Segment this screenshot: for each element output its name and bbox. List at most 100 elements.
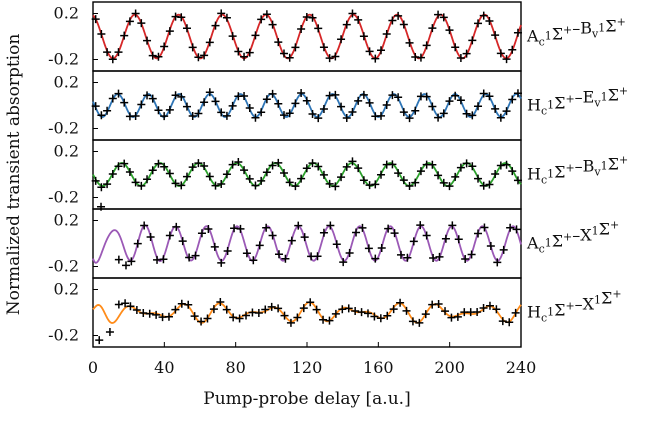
data-point — [485, 301, 494, 310]
data-point — [377, 111, 386, 120]
data-point — [371, 54, 380, 63]
panel-label-part: c — [539, 36, 545, 49]
data-point — [114, 300, 123, 309]
data-point — [486, 242, 495, 251]
data-point — [337, 102, 346, 111]
data-markers — [91, 157, 522, 192]
panel-label-part: Σ — [554, 301, 565, 320]
data-point — [91, 176, 100, 185]
data-point — [502, 55, 511, 64]
data-point — [498, 317, 507, 326]
data-point — [491, 31, 500, 40]
panel-label-part: –X — [575, 295, 595, 314]
data-point — [359, 176, 368, 185]
data-point — [496, 49, 505, 58]
data-point — [251, 181, 260, 190]
data-point — [384, 224, 393, 233]
data-point — [91, 15, 100, 24]
data-point — [474, 174, 483, 183]
y-tick-label: 0.2 — [54, 4, 79, 23]
data-point — [268, 20, 277, 29]
data-point — [308, 159, 317, 168]
panel-label: Hc1Σ+–Bv1Σ+ — [527, 154, 628, 187]
data-point — [286, 318, 295, 327]
data-point — [496, 113, 505, 122]
data-point — [326, 221, 335, 230]
data-point — [331, 309, 340, 318]
data-point — [399, 176, 408, 185]
panel-frame — [92, 1, 522, 72]
panel-label-part: + — [565, 93, 574, 106]
data-point — [308, 13, 317, 22]
series-fit-line — [92, 224, 522, 264]
data-point — [371, 180, 380, 189]
data-point — [462, 109, 471, 118]
data-point — [479, 304, 488, 313]
data-point — [182, 24, 191, 33]
data-point — [302, 96, 311, 105]
data-point — [262, 10, 271, 19]
data-point — [125, 17, 134, 26]
data-point — [297, 88, 306, 97]
data-point — [394, 169, 403, 178]
data-point — [217, 180, 226, 189]
data-point — [415, 318, 424, 327]
data-point — [445, 182, 454, 191]
data-point — [103, 48, 112, 57]
data-point — [257, 176, 266, 185]
data-point — [228, 32, 237, 41]
data-point — [342, 20, 351, 29]
data-point — [422, 41, 431, 50]
data-point — [120, 98, 129, 107]
panel-label-part: v — [593, 97, 601, 110]
data-point — [268, 161, 277, 170]
data-point — [513, 28, 522, 37]
data-point — [97, 183, 106, 192]
data-point — [508, 95, 517, 104]
data-point — [441, 307, 450, 316]
data-point — [411, 178, 420, 187]
panel-label-part: A — [526, 234, 539, 253]
panel-label-part: 1 — [547, 168, 554, 181]
data-point — [97, 202, 106, 211]
data-point — [279, 49, 288, 58]
data-point — [257, 108, 266, 117]
data-point — [274, 304, 283, 313]
data-point — [354, 96, 363, 105]
data-point — [165, 169, 174, 178]
data-point — [339, 258, 348, 267]
data-point — [165, 27, 174, 36]
data-point — [383, 311, 392, 320]
data-point — [513, 176, 522, 185]
data-point — [197, 317, 206, 326]
data-point — [491, 169, 500, 178]
data-point — [95, 336, 104, 345]
data-point — [474, 229, 483, 238]
data-point — [185, 253, 194, 262]
data-point — [245, 104, 254, 113]
panel-frame — [92, 208, 522, 279]
panel-frame — [92, 70, 522, 141]
x-tick-label: 80 — [225, 358, 245, 377]
y-tick-label: -0.2 — [48, 119, 79, 138]
data-point — [159, 255, 168, 264]
data-point — [211, 21, 220, 30]
data-point — [127, 257, 136, 266]
data-point — [194, 53, 203, 62]
data-point — [451, 91, 460, 100]
data-point — [394, 11, 403, 20]
data-point — [348, 108, 357, 117]
data-point — [255, 241, 264, 250]
data-point — [121, 299, 130, 308]
data-point — [402, 306, 411, 315]
data-point — [209, 305, 218, 314]
data-point — [131, 112, 140, 121]
data-point — [377, 243, 386, 252]
data-point — [314, 162, 323, 171]
data-point — [319, 105, 328, 114]
data-point — [279, 111, 288, 120]
data-point — [245, 174, 254, 183]
data-point — [388, 16, 397, 25]
